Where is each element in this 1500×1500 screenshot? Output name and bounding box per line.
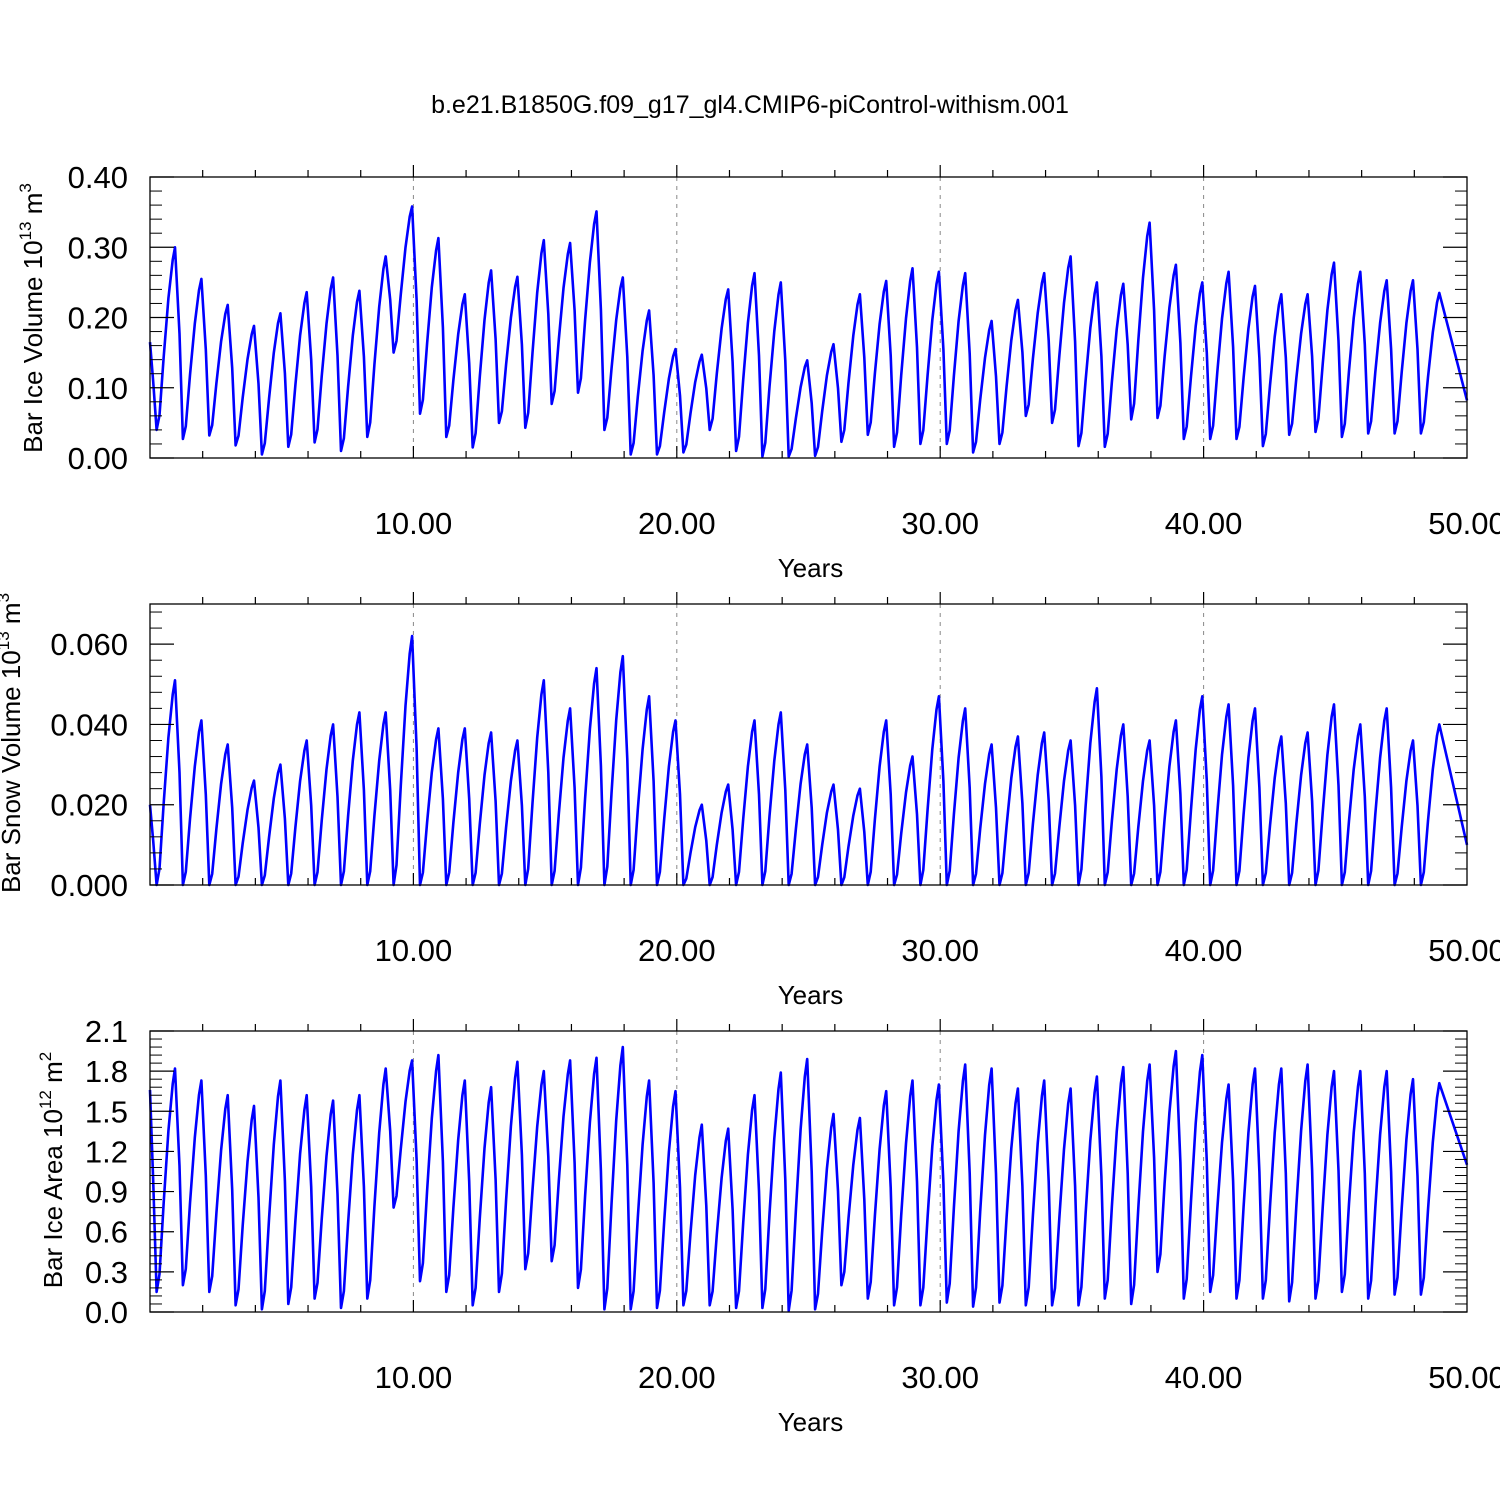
panel-1: 0.00 0.10 0.20 0.30 0.40 10.00 20.00 30.00 40.00… [16,160,1500,583]
y-axis-title-exponent: 13 [16,221,35,240]
y-axis-title-exponent: 13 [0,631,13,650]
y-tick-label: 0.3 [85,1255,128,1290]
panel-3: 0.0 0.3 0.6 0.9 1.2 1.5 1.8 2.1 10.00 20.00 30.00 4… [36,1014,1500,1437]
series-line [148,205,1469,458]
x-tick-label: 10.00 [375,506,453,541]
y-tick-label: 0.10 [68,371,128,406]
plot-frame [149,1030,1468,1313]
y-tick-label: 1.5 [85,1094,128,1129]
y-tick-label: 0.9 [85,1175,128,1210]
y-tick-label: 0.0 [85,1295,128,1330]
y-axis-title-text: Bar Ice Area 10 [38,1109,68,1288]
y-tick-label: 0.20 [68,301,128,336]
panel-2: 0.000 0.020 0.040 0.060 10.00 20.00 30.00 40.00… [0,592,1500,1010]
y-axis-title-text: Bar Ice Volume 10 [18,240,48,452]
x-tick-label: 50.00 [1428,933,1500,968]
y-tick-label: 0.040 [50,707,128,742]
y-axis-title-text: Bar Snow Volume 10 [0,650,26,893]
y-axis-title: Bar Snow Volume 1013 m3 [0,593,26,893]
x-tick-label: 10.00 [375,933,453,968]
y-tick-label: 0.30 [68,230,128,265]
chart-title: b.e21.B1850G.f09_g17_gl4.CMIP6-piControl… [431,91,1069,119]
y-axis-title-unit-exponent: 2 [36,1052,55,1061]
x-tick-label: 50.00 [1428,1360,1500,1395]
y-axis-title-unit: m [38,1061,68,1090]
x-tick-label: 20.00 [638,506,716,541]
y-axis-title: Bar Ice Area 1012 m2 [36,1052,68,1289]
series-line [148,634,1469,887]
x-axis-title: Years [778,1407,844,1437]
x-tick-label: 30.00 [901,506,979,541]
plot-frame [149,603,1468,886]
x-tick-label: 40.00 [1165,933,1243,968]
y-tick-label: 2.1 [85,1014,128,1049]
x-tick-label: 30.00 [901,1360,979,1395]
y-tick-label: 1.2 [85,1134,128,1169]
y-tick-label: 1.8 [85,1054,128,1089]
x-tick-label: 40.00 [1165,506,1243,541]
y-axis-title: Bar Ice Volume 1013 m3 [16,183,48,453]
y-tick-label: 0.000 [50,868,128,903]
x-tick-label: 50.00 [1428,506,1500,541]
y-axis-title-unit-exponent: 3 [0,593,13,602]
y-tick-label: 0.6 [85,1215,128,1250]
x-tick-label: 20.00 [638,933,716,968]
x-axis-title: Years [778,553,844,583]
x-tick-label: 40.00 [1165,1360,1243,1395]
x-tick-label: 20.00 [638,1360,716,1395]
y-tick-label: 0.00 [68,441,128,476]
y-tick-label: 0.060 [50,627,128,662]
x-axis-title: Years [778,980,844,1010]
y-axis-title-unit: m [18,193,48,222]
y-tick-label: 0.020 [50,788,128,823]
x-tick-label: 10.00 [375,1360,453,1395]
x-tick-label: 30.00 [901,933,979,968]
y-axis-title-exponent: 12 [36,1090,55,1109]
y-axis-title-unit: m [0,602,26,631]
series-line [148,1045,1469,1312]
y-axis-title-unit-exponent: 3 [16,183,35,192]
y-tick-label: 0.40 [68,160,128,195]
